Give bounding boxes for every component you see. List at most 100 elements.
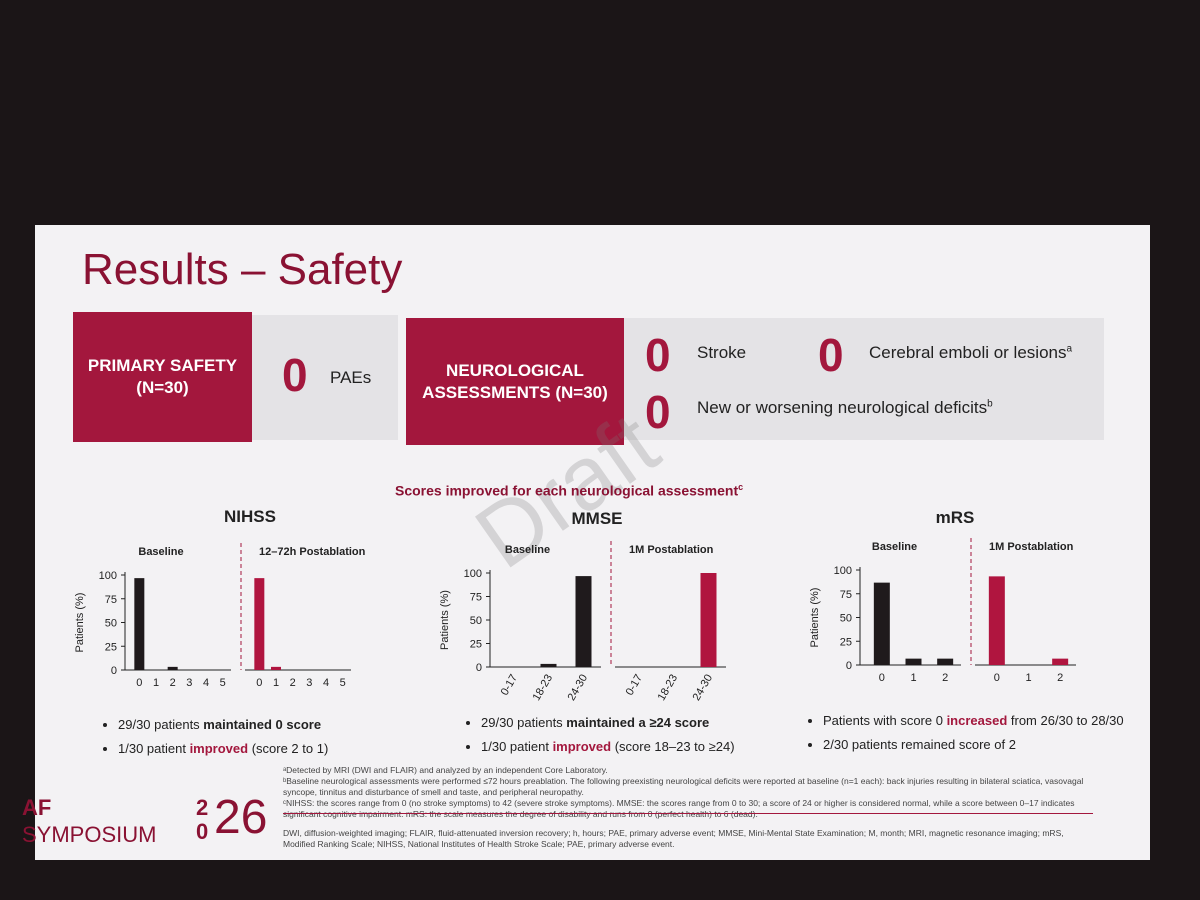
footnotes: ᵃDetected by MRI (DWI and FLAIR) and ana… bbox=[283, 765, 1093, 820]
bar bbox=[134, 578, 145, 670]
text: 1/30 patient bbox=[481, 739, 553, 754]
value-text: 0 bbox=[645, 329, 671, 381]
value-text: 0 bbox=[818, 329, 844, 381]
x-tick-label: 0 bbox=[994, 672, 1000, 684]
y-tick-label: 100 bbox=[99, 570, 117, 582]
y-tick-label: 25 bbox=[840, 636, 852, 648]
bullet: 29/30 patients maintained a ≥24 score bbox=[481, 715, 821, 730]
y-tick-label: 50 bbox=[840, 613, 852, 625]
chart-title: MMSE bbox=[572, 509, 623, 528]
footnote: ᵇBaseline neurological assessments were … bbox=[283, 776, 1084, 797]
footnote: ᶜNIHSS: the scores range from 0 (no stro… bbox=[283, 798, 1075, 819]
bar bbox=[1052, 658, 1069, 665]
text: New or worsening neurological deficits bbox=[697, 398, 988, 417]
text: Patients with score 0 bbox=[823, 713, 947, 728]
logo-text: SYMPOSIUM bbox=[22, 822, 157, 847]
panel-label: Baseline bbox=[872, 541, 917, 553]
bullet: 29/30 patients maintained 0 score bbox=[118, 717, 458, 732]
bullet: 1/30 patient improved (score 2 to 1) bbox=[118, 741, 458, 756]
slide-title: Results – Safety bbox=[82, 245, 403, 294]
x-tick-label: 0 bbox=[879, 672, 885, 684]
bullet: 2/30 patients remained score of 2 bbox=[823, 737, 1163, 752]
chart-title: NIHSS bbox=[224, 507, 276, 526]
emphasis: maintained a ≥24 score bbox=[566, 715, 710, 730]
x-tick-label: 0-17 bbox=[624, 673, 645, 698]
bar bbox=[937, 658, 954, 665]
x-tick-label: 4 bbox=[323, 677, 329, 689]
chart-title: mRS bbox=[936, 508, 975, 527]
text: 2/30 patients remained score of 2 bbox=[823, 737, 1016, 752]
box-label: NEUROLOGICAL ASSESSMENTS (N=30) bbox=[406, 318, 624, 445]
bar bbox=[905, 658, 922, 665]
bullet: Patients with score 0 increased from 26/… bbox=[823, 713, 1163, 728]
value-label: Cerebral emboli or lesionsa bbox=[869, 343, 1072, 363]
bullet-list: 29/30 patients maintained a ≥24 score 1/3… bbox=[463, 715, 821, 763]
text: from 26/30 to 28/30 bbox=[1007, 713, 1124, 728]
section-heading: Scores improved for each neurological as… bbox=[395, 482, 743, 499]
y-tick-label: 0 bbox=[846, 660, 852, 672]
value-label: New or worsening neurological deficitsb bbox=[697, 398, 993, 418]
y-tick-label: 50 bbox=[105, 618, 117, 630]
x-tick-label: 2 bbox=[942, 672, 948, 684]
y-tick-label: 75 bbox=[840, 589, 852, 601]
y-axis-label: Patients (%) bbox=[439, 590, 451, 650]
superscript: a bbox=[1066, 343, 1073, 355]
bar bbox=[700, 573, 717, 667]
y-tick-label: 100 bbox=[834, 565, 852, 577]
divider bbox=[283, 813, 1093, 814]
panel-label: 1M Postablation bbox=[989, 541, 1074, 553]
text: (score 2 to 1) bbox=[248, 741, 329, 756]
x-tick-label: 2 bbox=[1057, 672, 1063, 684]
value-text: 0 bbox=[282, 349, 308, 401]
x-tick-label: 0 bbox=[256, 677, 262, 689]
x-tick-label: 5 bbox=[220, 677, 226, 689]
emphasis: maintained 0 score bbox=[203, 717, 322, 732]
footnote: ᵃDetected by MRI (DWI and FLAIR) and ana… bbox=[283, 765, 608, 775]
bullet-list: 29/30 patients maintained 0 score 1/30 pa… bbox=[100, 717, 458, 765]
logo-text: 2 bbox=[196, 795, 209, 820]
x-tick-label: 2 bbox=[170, 677, 176, 689]
bar bbox=[873, 582, 890, 665]
x-tick-label: 18-23 bbox=[656, 673, 680, 703]
text: 29/30 patients bbox=[481, 715, 567, 730]
x-tick-label: 3 bbox=[186, 677, 192, 689]
logo-text: AF bbox=[22, 795, 52, 820]
x-tick-label: 1 bbox=[153, 677, 159, 689]
x-tick-label: 0 bbox=[136, 677, 142, 689]
bar bbox=[988, 576, 1005, 665]
y-tick-label: 25 bbox=[105, 641, 117, 653]
superscript: c bbox=[738, 482, 744, 492]
text: Cerebral emboli or lesions bbox=[869, 343, 1067, 362]
emphasis: improved bbox=[552, 739, 612, 754]
logo-text: 26 bbox=[214, 791, 268, 844]
y-tick-label: 25 bbox=[470, 639, 482, 651]
box-label: PRIMARY SAFETY (N=30) bbox=[73, 312, 252, 442]
bar bbox=[167, 666, 178, 670]
x-tick-label: 4 bbox=[203, 677, 209, 689]
text: (score 18–23 to ≥24) bbox=[611, 739, 735, 754]
x-tick-label: 1 bbox=[1025, 672, 1031, 684]
bar bbox=[575, 576, 592, 667]
bullet-list: Patients with score 0 increased from 26/… bbox=[805, 713, 1163, 761]
y-axis-label: Patients (%) bbox=[74, 593, 86, 653]
y-axis-label: Patients (%) bbox=[809, 588, 821, 648]
text: 1/30 patient bbox=[118, 741, 190, 756]
bar bbox=[271, 666, 281, 670]
x-tick-label: 0-17 bbox=[499, 673, 520, 698]
y-tick-label: 0 bbox=[111, 665, 117, 677]
value-label: Stroke bbox=[697, 343, 747, 362]
x-tick-label: 5 bbox=[340, 677, 346, 689]
logo-text: 0 bbox=[196, 819, 209, 844]
text: Scores improved for each neurological as… bbox=[395, 482, 739, 499]
x-tick-label: 24-30 bbox=[691, 673, 715, 703]
y-tick-label: 0 bbox=[476, 662, 482, 674]
y-tick-label: 75 bbox=[470, 592, 482, 604]
value-text: 0 bbox=[645, 386, 671, 438]
abbreviations: DWI, diffusion-weighted imaging; FLAIR, … bbox=[283, 828, 1064, 849]
panel-label: 12–72h Postablation bbox=[259, 546, 366, 558]
panel-label: Baseline bbox=[138, 546, 183, 558]
y-tick-label: 50 bbox=[470, 615, 482, 627]
x-tick-label: 1 bbox=[273, 677, 279, 689]
x-tick-label: 24-30 bbox=[566, 673, 590, 703]
